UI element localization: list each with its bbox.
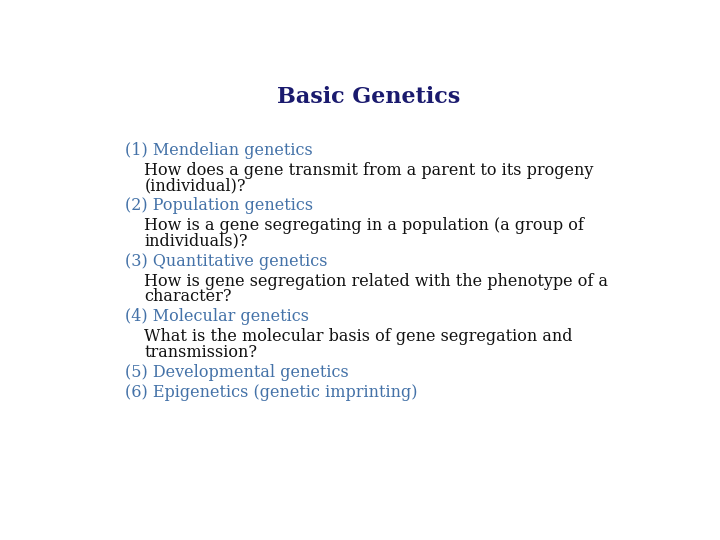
Text: What is the molecular basis of gene segregation and: What is the molecular basis of gene segr…	[144, 328, 572, 345]
Text: (individual)?: (individual)?	[144, 177, 246, 194]
Text: (2) Population genetics: (2) Population genetics	[125, 197, 313, 214]
Text: character?: character?	[144, 288, 232, 305]
Text: (4) Molecular genetics: (4) Molecular genetics	[125, 308, 309, 325]
Text: Basic Genetics: Basic Genetics	[277, 86, 461, 109]
Text: How is gene segregation related with the phenotype of a: How is gene segregation related with the…	[144, 273, 608, 289]
Text: (1) Mendelian genetics: (1) Mendelian genetics	[125, 142, 312, 159]
Text: (6) Epigenetics (genetic imprinting): (6) Epigenetics (genetic imprinting)	[125, 383, 418, 401]
Text: individuals)?: individuals)?	[144, 233, 248, 249]
Text: How is a gene segregating in a population (a group of: How is a gene segregating in a populatio…	[144, 217, 584, 234]
Text: How does a gene transmit from a parent to its progeny: How does a gene transmit from a parent t…	[144, 162, 593, 179]
Text: (3) Quantitative genetics: (3) Quantitative genetics	[125, 253, 328, 269]
Text: (5) Developmental genetics: (5) Developmental genetics	[125, 363, 348, 381]
Text: transmission?: transmission?	[144, 343, 257, 361]
